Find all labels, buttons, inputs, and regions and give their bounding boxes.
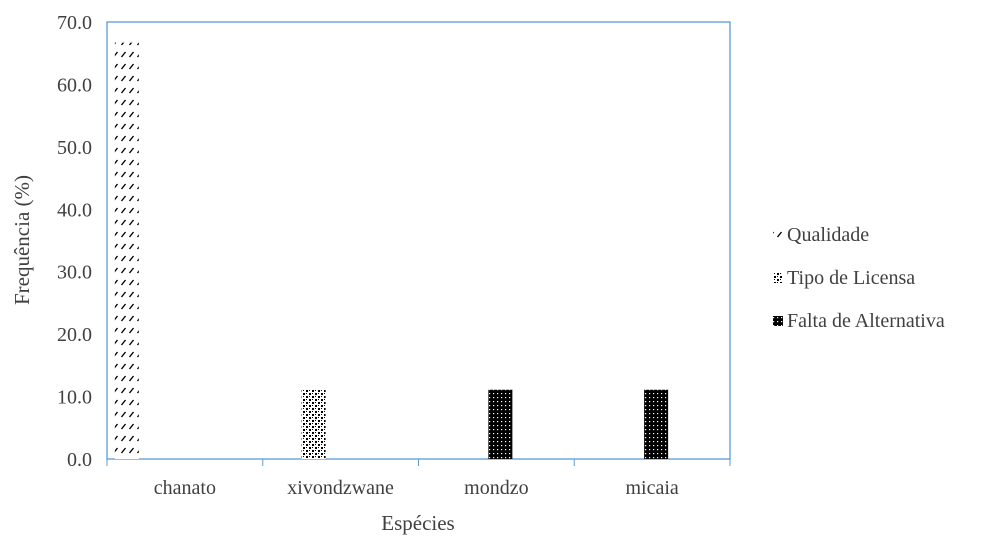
legend-label: Qualidade (787, 224, 869, 246)
bar-qualidade-chanato (114, 42, 139, 459)
x-tick-label: micaia (625, 477, 678, 499)
legend: Qualidade Tipo de Licensa Falta de Alterna… (773, 224, 945, 332)
legend-item: Tipo de Licensa (773, 267, 915, 289)
x-tick-label: mondzo (464, 477, 528, 499)
y-tick-label: 60.0 (57, 74, 92, 96)
legend-swatch (773, 273, 783, 283)
legend-item: Falta de Alternativa (773, 310, 945, 332)
x-axis-title: Espécies (381, 511, 454, 535)
legend-swatch (773, 230, 783, 240)
y-axis: 0.0 10.0 20.0 30.0 40.0 50.0 60.0 70.0 (57, 12, 92, 471)
y-tick-label: 20.0 (57, 324, 92, 346)
bar-falta-de-alternativa-micaia (644, 389, 669, 459)
legend-item: Qualidade (773, 224, 869, 246)
y-tick-label: 70.0 (57, 12, 92, 34)
x-tick-label: xivondzwane (287, 477, 394, 499)
x-tick-label: chanato (154, 477, 216, 499)
legend-swatch (773, 316, 783, 326)
y-tick-label: 0.0 (67, 449, 92, 471)
plot-area-border (106, 21, 731, 460)
y-tick-label: 10.0 (57, 387, 92, 409)
bars (114, 42, 669, 459)
y-tick-label: 30.0 (57, 262, 92, 284)
x-axis: chanato xivondzwane mondzo micaia (106, 459, 731, 499)
legend-label: Tipo de Licensa (787, 267, 915, 289)
y-tick-label: 50.0 (57, 137, 92, 159)
bar-tipo-de-licensa-xivondzwane (301, 389, 326, 459)
bar-falta-de-alternativa-mondzo (488, 389, 513, 459)
legend-label: Falta de Alternativa (787, 310, 945, 332)
y-axis-title: Frequência (%) (10, 175, 34, 305)
y-tick-label: 40.0 (57, 199, 92, 221)
